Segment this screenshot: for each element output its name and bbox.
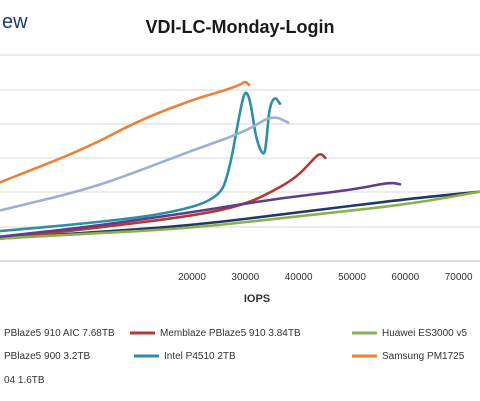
series-line-intel-p4510-2tb [0, 91, 282, 233]
legend-label-6: 04 1.6TB [4, 375, 45, 386]
series-line-memblaze-pblaze5-910-3-84tb [0, 152, 327, 240]
x-tick-label-60000: 60000 [391, 272, 419, 283]
legend-label-1: Memblaze PBlaze5 910 3.84TB [160, 328, 301, 339]
x-tick-label-20000: 20000 [178, 272, 206, 283]
chart-title: VDI-LC-Monday-Login [146, 17, 335, 37]
x-axis-ticks: 20000 30000 40000 50000 60000 70000 [178, 272, 473, 283]
series-line-pblaze5-900-3-2tb [0, 181, 402, 238]
legend-label-5: Samsung PM1725 [382, 351, 465, 362]
legend-label-0: PBlaze5 910 AIC 7.68TB [4, 328, 115, 339]
legend-label-2: Huawei ES3000 v5 [382, 328, 467, 339]
gridlines [0, 54, 480, 228]
x-tick-label-70000: 70000 [445, 272, 473, 283]
series-line-samsung-pm1725a [0, 80, 251, 184]
series-line-04-1-6tb [0, 116, 290, 212]
x-axis-label: IOPS [244, 293, 270, 305]
legend-label-3: PBlaze5 900 3.2TB [4, 351, 90, 362]
series-line-huawei-es3000-v5 [0, 190, 480, 240]
series-lines [0, 80, 480, 240]
brand-fragment: ew [2, 11, 28, 33]
x-tick-label-40000: 40000 [285, 272, 313, 283]
legend: PBlaze5 910 AIC 7.68TB Memblaze PBlaze5 9… [4, 328, 467, 386]
x-tick-label-50000: 50000 [338, 272, 366, 283]
legend-label-4: Intel P4510 2TB [164, 351, 236, 362]
x-tick-label-30000: 30000 [231, 272, 259, 283]
